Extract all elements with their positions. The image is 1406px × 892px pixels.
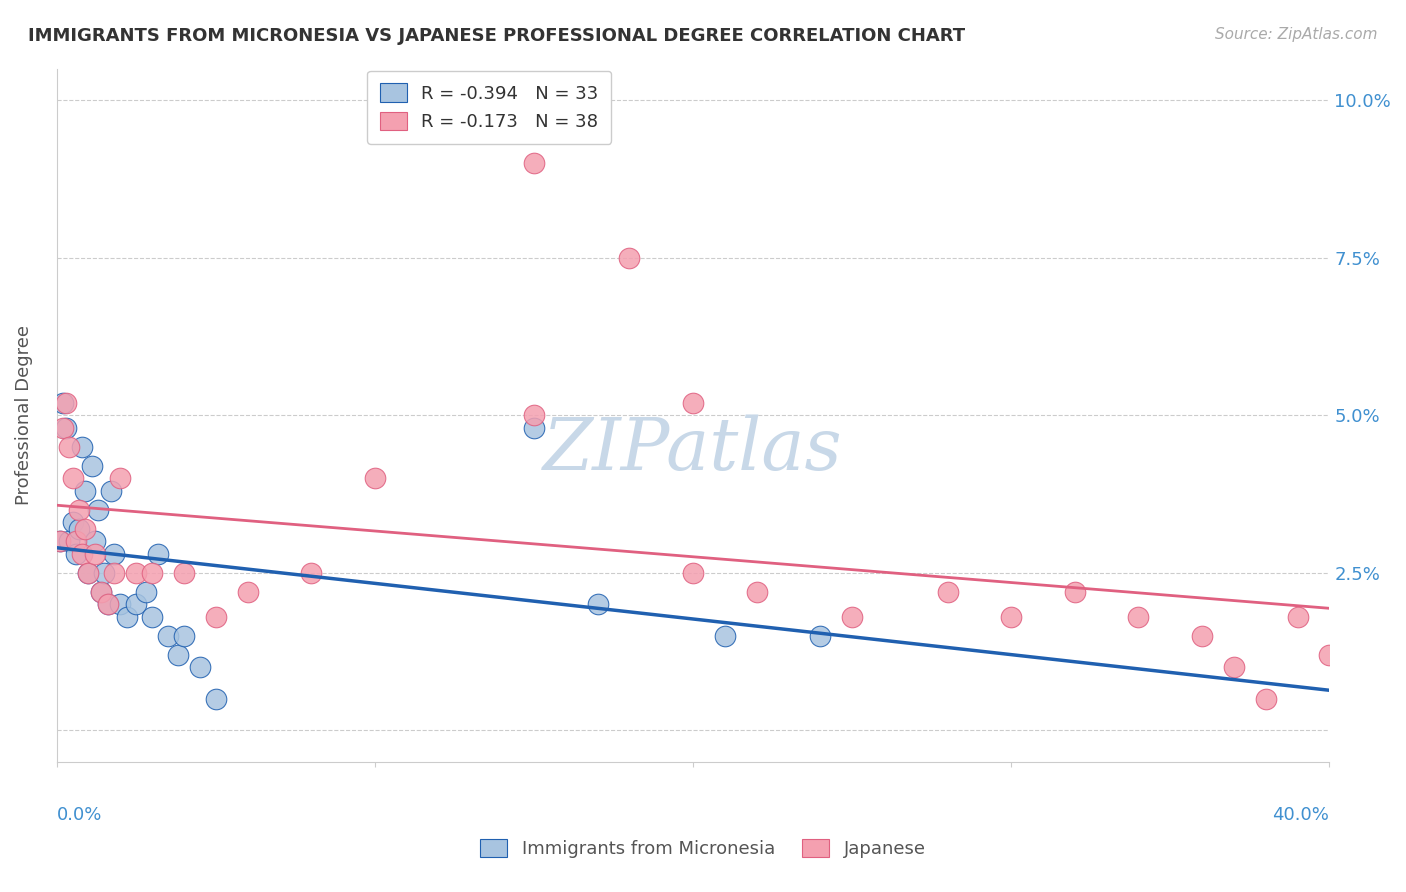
Text: IMMIGRANTS FROM MICRONESIA VS JAPANESE PROFESSIONAL DEGREE CORRELATION CHART: IMMIGRANTS FROM MICRONESIA VS JAPANESE P… <box>28 27 966 45</box>
Point <box>77 566 100 580</box>
Point <box>523 408 546 422</box>
Point <box>523 156 546 170</box>
Point <box>808 629 831 643</box>
Point <box>65 534 87 549</box>
Point <box>110 471 132 485</box>
Point <box>65 547 87 561</box>
Point <box>166 648 188 662</box>
Point <box>1223 660 1246 674</box>
Point <box>110 597 132 611</box>
Point <box>156 629 179 643</box>
Point <box>83 547 105 561</box>
Point <box>103 566 125 580</box>
Point <box>1286 610 1309 624</box>
Point <box>75 522 97 536</box>
Point <box>87 502 110 516</box>
Point <box>682 395 704 409</box>
Point <box>49 534 72 549</box>
Point <box>204 691 226 706</box>
Point <box>96 597 118 611</box>
Text: Source: ZipAtlas.com: Source: ZipAtlas.com <box>1215 27 1378 42</box>
Point <box>70 547 93 561</box>
Point <box>236 584 259 599</box>
Point <box>1128 610 1150 624</box>
Point <box>1063 584 1085 599</box>
Point <box>173 629 195 643</box>
Point <box>619 251 641 265</box>
Point <box>714 629 737 643</box>
Point <box>682 566 704 580</box>
Point <box>77 566 100 580</box>
Point <box>55 395 77 409</box>
Point <box>115 610 138 624</box>
Point <box>173 566 195 580</box>
Point <box>90 584 112 599</box>
Point <box>90 584 112 599</box>
Point <box>62 471 84 485</box>
Point <box>1254 691 1277 706</box>
Point <box>52 421 75 435</box>
Point <box>67 522 90 536</box>
Point <box>49 534 72 549</box>
Point <box>745 584 768 599</box>
Point <box>75 483 97 498</box>
Point <box>841 610 863 624</box>
Point <box>364 471 387 485</box>
Point <box>1319 648 1341 662</box>
Point <box>70 440 93 454</box>
Point <box>148 547 170 561</box>
Point <box>58 440 80 454</box>
Point <box>96 597 118 611</box>
Point <box>141 566 163 580</box>
Point <box>523 421 546 435</box>
Point <box>83 534 105 549</box>
Legend: Immigrants from Micronesia, Japanese: Immigrants from Micronesia, Japanese <box>472 831 934 865</box>
Point <box>1191 629 1213 643</box>
Point <box>1000 610 1022 624</box>
Point <box>188 660 211 674</box>
Point <box>58 534 80 549</box>
Text: 40.0%: 40.0% <box>1272 805 1330 824</box>
Y-axis label: Professional Degree: Professional Degree <box>15 326 32 505</box>
Point <box>586 597 609 611</box>
Point <box>67 502 90 516</box>
Point <box>103 547 125 561</box>
Point <box>100 483 122 498</box>
Point <box>125 566 148 580</box>
Point <box>141 610 163 624</box>
Point <box>52 395 75 409</box>
Point <box>204 610 226 624</box>
Point <box>55 421 77 435</box>
Legend: R = -0.394   N = 33, R = -0.173   N = 38: R = -0.394 N = 33, R = -0.173 N = 38 <box>367 70 612 144</box>
Text: ZIPatlas: ZIPatlas <box>543 415 842 485</box>
Point <box>936 584 959 599</box>
Point <box>299 566 322 580</box>
Point <box>135 584 157 599</box>
Text: 0.0%: 0.0% <box>56 805 103 824</box>
Point <box>62 516 84 530</box>
Point <box>125 597 148 611</box>
Point <box>93 566 115 580</box>
Point <box>80 458 103 473</box>
